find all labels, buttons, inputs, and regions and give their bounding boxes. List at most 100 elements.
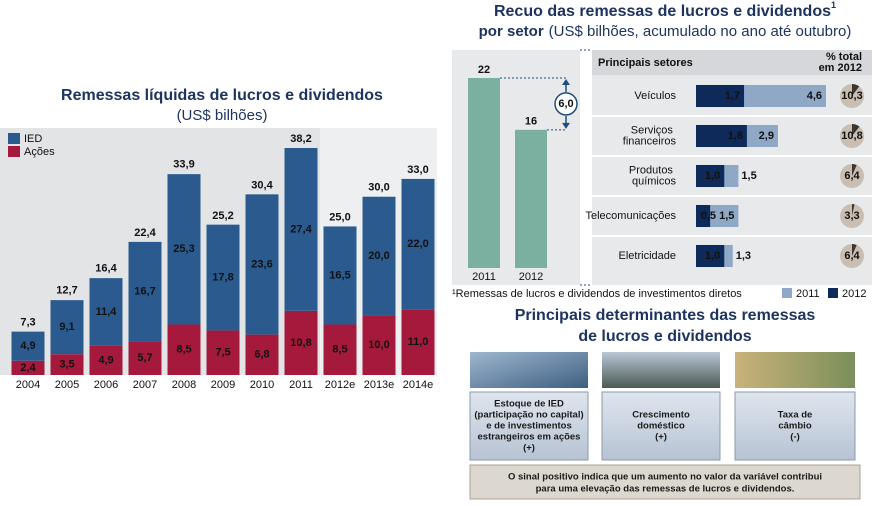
category-line: químicos	[632, 175, 677, 187]
x-tick-label: 2012	[519, 271, 543, 283]
bar-segment	[401, 309, 435, 375]
share-wedge	[852, 164, 857, 176]
picture	[735, 352, 855, 388]
x-tick-label: 2008	[172, 379, 196, 391]
bar-segment	[284, 310, 318, 375]
determinant-text: câmbio	[778, 421, 811, 432]
x-tick-label: 2013e	[364, 379, 395, 391]
value-label: 2,9	[759, 130, 774, 142]
x-tick-label: 2004	[16, 379, 40, 391]
total-label: 16,4	[95, 262, 117, 274]
panel-header	[592, 50, 872, 75]
annotation: 6,0	[558, 98, 573, 110]
footnote: ¹Remessas de lucros e dividendos de inve…	[452, 288, 742, 300]
section-title: de lucros e dividendos	[578, 328, 751, 345]
bar-segment	[362, 196, 396, 316]
category-label: Produtos químicos	[629, 164, 677, 187]
bar	[515, 129, 547, 268]
x-tick-label: 2011	[472, 271, 496, 283]
value-label: 11,0	[408, 336, 429, 348]
value-label: 1,8	[728, 130, 743, 142]
text-box	[734, 391, 856, 461]
bar-segment	[323, 226, 357, 325]
share-label: 3,3	[844, 210, 859, 222]
share-wedge	[852, 244, 857, 256]
value-label: 4,6	[807, 90, 822, 102]
total-label: 30,0	[368, 182, 389, 194]
category-line: Veículos	[634, 90, 676, 102]
category-label: Serviços financeiros	[623, 124, 677, 147]
bar	[696, 165, 725, 187]
shares-title: % total	[826, 51, 862, 63]
determinant-text: (participação no capital)	[474, 410, 583, 421]
bar-segment	[89, 278, 123, 346]
value-label: 16,5	[329, 269, 350, 281]
category-line: financeiros	[623, 135, 677, 147]
bar-segment	[50, 354, 84, 375]
value-label: 22,0	[407, 238, 428, 250]
value-label: 20,0	[368, 250, 389, 262]
bar	[696, 125, 747, 147]
value-label: 16,7	[134, 285, 155, 297]
legend-swatch	[8, 146, 20, 157]
arrow-head	[562, 122, 570, 129]
legend-label: 2011	[796, 288, 820, 300]
text-box	[601, 391, 721, 461]
value-label: 10,8	[290, 337, 311, 349]
total-label: 38,2	[290, 133, 311, 145]
total-label: 12,7	[56, 284, 77, 296]
legend-label: IED	[24, 133, 42, 145]
legend-label: Ações	[24, 146, 55, 158]
value-label: 1,3	[736, 250, 751, 262]
value-label: 11,4	[96, 306, 118, 318]
bar-segment	[401, 178, 435, 310]
value-label: 22	[478, 64, 490, 76]
chart-title: Remessas líquidas de lucros e dividendos	[61, 87, 383, 104]
bar-segment	[11, 360, 45, 375]
legend-swatch	[828, 288, 838, 298]
total-label: 33,0	[407, 164, 428, 176]
determinant-text: doméstico	[637, 421, 685, 432]
share-wedge	[852, 124, 860, 136]
bar-segment	[206, 330, 240, 375]
share-label: 10,8	[841, 130, 862, 142]
note-text: O sinal positivo indica que um aumento n…	[508, 472, 822, 483]
bar-segment	[245, 194, 279, 335]
shares-title: em 2012	[819, 62, 862, 74]
x-tick-label: 2010	[250, 379, 274, 391]
total-label: 30,4	[251, 179, 273, 191]
category-line: Produtos	[629, 164, 676, 176]
panel-title: Principais setores	[598, 57, 693, 69]
chart-subtitle: por setor (US$ bilhões, acumulado no ano …	[479, 23, 852, 40]
total-label: 25,2	[212, 210, 233, 222]
category-line: Telecomunicações	[586, 210, 677, 222]
bar-segment	[128, 241, 162, 342]
total-label: 22,4	[134, 227, 156, 239]
bar	[696, 205, 711, 227]
value-label: 1,7	[725, 90, 740, 102]
bar-segment	[206, 224, 240, 331]
share-wedge	[852, 84, 860, 96]
total-label: 25,0	[329, 211, 350, 223]
x-tick-label: 2005	[55, 379, 79, 391]
x-tick-label: 2012e	[325, 379, 356, 391]
determinant-text: (+)	[655, 432, 667, 443]
share-label: 6,4	[844, 250, 860, 262]
legend-swatch	[8, 133, 20, 144]
value-label: 6,8	[254, 349, 269, 361]
bar-segment	[284, 148, 318, 311]
bar-segment	[362, 315, 396, 375]
bar-segment	[89, 345, 123, 375]
value-label: 8,5	[332, 344, 347, 356]
determinant-text: (+)	[523, 443, 535, 454]
section-title: Principais determinantes das remessas	[515, 307, 816, 324]
category-label: Eletricidade	[619, 250, 676, 262]
value-label: 4,9	[98, 354, 113, 366]
bar-segment	[167, 174, 201, 325]
x-tick-label: 2007	[133, 379, 157, 391]
bar-segment	[167, 324, 201, 375]
value-label: 23,6	[251, 258, 272, 270]
x-tick-label: 2014e	[403, 379, 434, 391]
x-tick-label: 2011	[289, 379, 313, 391]
legend-label: 2012	[842, 288, 866, 300]
